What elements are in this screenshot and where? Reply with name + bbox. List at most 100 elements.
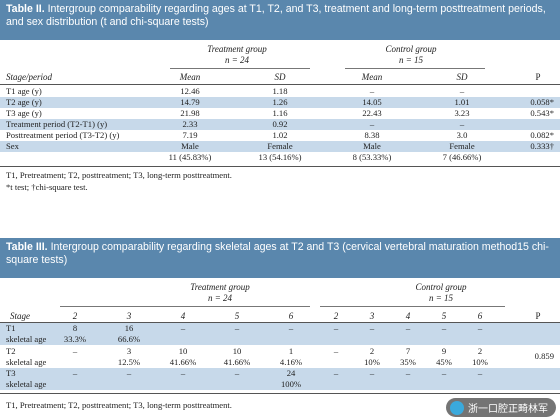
table2-col-mean: Mean	[179, 72, 201, 82]
table2-group-control: Control group	[385, 44, 437, 54]
table3-count: –	[477, 323, 483, 333]
table2-cell: 2.33	[182, 119, 198, 129]
table3-group-treatment-n: n = 24	[207, 293, 233, 303]
table2-cell: 21.98	[180, 108, 200, 118]
table3-row-sublabel: skeletal age	[6, 379, 47, 389]
table3-title-label: Table III.	[6, 241, 48, 253]
table3-col-stage-num: 4	[180, 311, 186, 321]
table2-row-shade	[0, 97, 560, 108]
table3-p-value: 0.859	[534, 351, 554, 361]
table2-col-stage: Stage/period	[6, 72, 52, 82]
wechat-logo-icon	[450, 400, 464, 415]
table2-cell: 3.23	[454, 108, 470, 118]
table3-pct: 10%	[472, 357, 488, 367]
table2-cell: 13 (54.16%)	[258, 152, 302, 162]
table2-cell: 1.18	[272, 86, 288, 96]
table3-col-stage-num: 6	[288, 311, 294, 321]
table2-cell: Male	[363, 141, 381, 151]
table3-row-label: T1	[6, 323, 16, 333]
table3-pct: 12.5%	[117, 357, 141, 367]
table2-cell: 8 (53.33%)	[352, 152, 392, 162]
table2-col-sd: SD	[274, 72, 286, 82]
table3-group-control: Control group	[415, 282, 467, 292]
table2-group-control-n: n = 15	[398, 55, 424, 65]
table3-count: 2	[477, 346, 483, 356]
table2-footnote: T1, Pretreatment; T2, posttreatment; T3,…	[6, 170, 232, 180]
table3-count: 7	[405, 346, 411, 356]
table3-col-stage-num: 2	[72, 311, 78, 321]
table3-group-rule	[60, 306, 310, 307]
table3-pct: 66.6%	[117, 334, 141, 344]
table2-cell: 14.05	[362, 97, 382, 107]
table3-count: –	[333, 323, 339, 333]
table3-count: –	[126, 368, 132, 378]
table3-col-stage-num: 4	[405, 311, 411, 321]
table3-count: 10	[178, 346, 188, 356]
table2-cell: Female	[267, 141, 293, 151]
table3-group-treatment: Treatment group	[190, 282, 250, 292]
table2-cell: 0.92	[272, 119, 288, 129]
table2-cell: 1.02	[272, 130, 288, 140]
table2-col-mean: Mean	[361, 72, 383, 82]
table3-count: 16	[124, 323, 134, 333]
table3-row-sublabel: skeletal age	[6, 357, 47, 367]
table3-header-rule	[0, 322, 560, 323]
table2-cell: –	[369, 86, 375, 96]
table3-count: –	[369, 323, 375, 333]
table3-title-text: Intergroup comparability regarding skele…	[6, 241, 549, 266]
table3-count: –	[441, 368, 447, 378]
table2-p-value: 0.333†	[530, 141, 554, 151]
table3-count: –	[405, 323, 411, 333]
table2-row-label: T1 age (y)	[6, 86, 42, 96]
table2-cell: –	[369, 119, 375, 129]
table2-cell: –	[459, 119, 465, 129]
table3-count: –	[441, 323, 447, 333]
table2-cell: 1.16	[272, 108, 288, 118]
table3-count: –	[234, 368, 240, 378]
table3-count: –	[369, 368, 375, 378]
watermark-text: 浙一口腔正畸林军	[468, 404, 548, 415]
table3-title: Table III. Intergroup comparability rega…	[0, 238, 560, 278]
table3-row-sublabel: skeletal age	[6, 334, 47, 344]
table3-col-p: P	[535, 311, 541, 321]
table2-row-label: Sex	[6, 141, 19, 151]
table3-count: –	[477, 368, 483, 378]
table2-row-shade	[0, 119, 560, 130]
table3-pct: 4.16%	[279, 357, 303, 367]
table2-footnote: *t test; †chi-square test.	[6, 182, 88, 192]
table2-col-p: P	[535, 72, 541, 82]
table3-col-stage-num: 5	[441, 311, 447, 321]
table2-cell: 7 (46.66%)	[442, 152, 482, 162]
table2-cell: 3.0	[456, 130, 468, 140]
table2-title-label: Table II.	[6, 3, 45, 15]
table3-count: 3	[126, 346, 132, 356]
table3-count: 8	[72, 323, 78, 333]
table2-cell: 7.19	[182, 130, 198, 140]
table3-count: 24	[286, 368, 296, 378]
table3-count: –	[288, 323, 294, 333]
table3-col-stage-num: 2	[333, 311, 339, 321]
table2-bottom-rule	[0, 166, 560, 167]
table3-pct: 35%	[400, 357, 416, 367]
table3-row-shade	[0, 323, 560, 345]
table2-group-rule	[170, 68, 310, 69]
table2-row-label: T2 age (y)	[6, 97, 42, 107]
table3-count: –	[333, 368, 339, 378]
table2-group-treatment: Treatment group	[207, 44, 267, 54]
table3-group-control-n: n = 15	[428, 293, 454, 303]
table2-cell: 1.01	[454, 97, 470, 107]
table3-col-stage-num: 6	[477, 311, 483, 321]
table2-cell: 1.26	[272, 97, 288, 107]
table2-col-sd: SD	[456, 72, 468, 82]
table3-footnote: T1, Pretreatment; T2, posttreatment; T3,…	[6, 400, 232, 410]
table2-cell: 14.79	[180, 97, 200, 107]
table3-count: –	[180, 368, 186, 378]
table2-cell: –	[459, 86, 465, 96]
table3-count: 2	[369, 346, 375, 356]
table3-group-rule	[320, 306, 505, 307]
table2-cell: 12.46	[180, 86, 200, 96]
table2-group-treatment-n: n = 24	[224, 55, 250, 65]
table3-col-stage-num: 3	[126, 311, 132, 321]
table3-count: 9	[441, 346, 447, 356]
table3-count: –	[180, 323, 186, 333]
